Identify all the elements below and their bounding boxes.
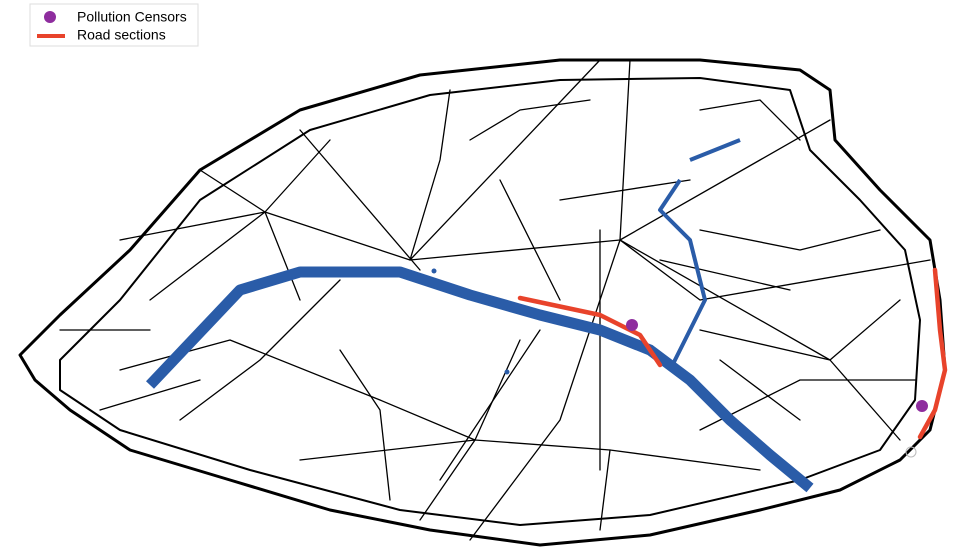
road <box>469 59 931 541</box>
legend-label: Road sections <box>77 27 166 43</box>
sensors <box>626 319 928 458</box>
road-section <box>917 267 948 440</box>
legend-label: Pollution Censors <box>77 9 187 25</box>
road <box>119 139 411 301</box>
canal <box>658 138 741 371</box>
river <box>146 138 814 493</box>
marker <box>905 446 917 458</box>
legend-marker <box>44 11 56 23</box>
road-section <box>517 295 663 368</box>
road-network <box>18 58 947 547</box>
legend: Pollution Censors Road sections <box>29 3 199 47</box>
seine <box>146 266 814 493</box>
sensor <box>626 319 638 331</box>
boulevards <box>59 77 921 526</box>
road <box>59 99 881 411</box>
road-sections <box>517 267 948 440</box>
road <box>299 59 831 361</box>
road <box>439 229 801 481</box>
road <box>179 179 916 531</box>
pond <box>431 268 437 274</box>
pond <box>504 369 510 375</box>
sensor <box>916 400 928 412</box>
legend-box <box>29 3 199 47</box>
